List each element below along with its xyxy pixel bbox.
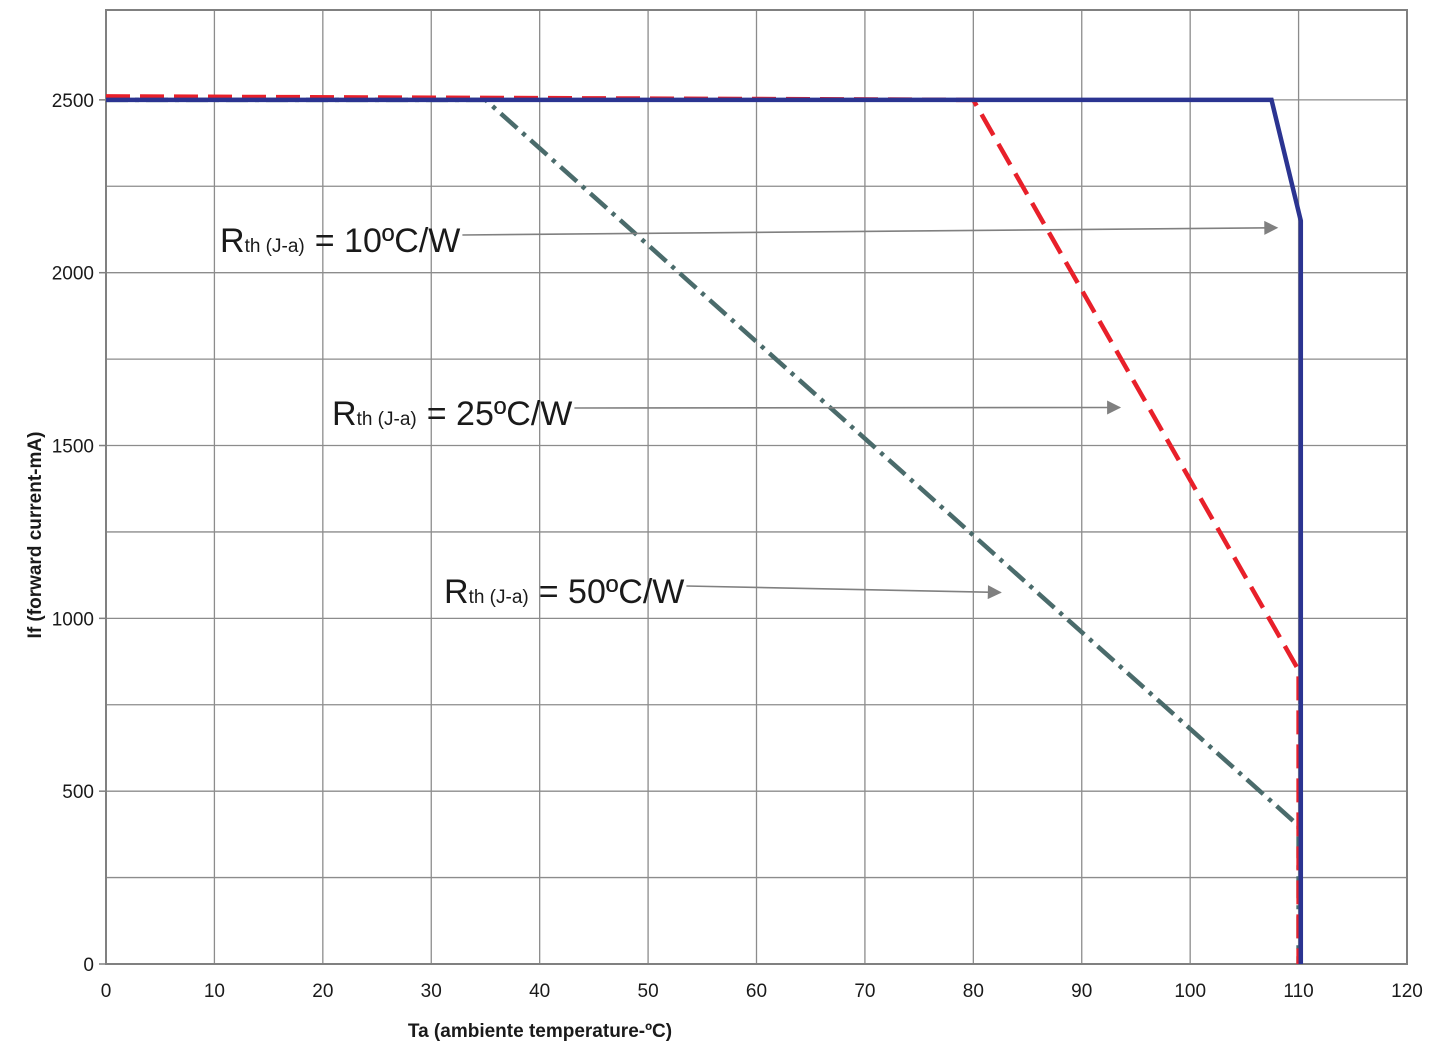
y-tick-label: 0 — [83, 955, 94, 976]
x-tick-label: 90 — [1071, 981, 1092, 1002]
annotation-value: = 50ºC/W — [539, 573, 685, 611]
y-tick-label: 2000 — [52, 264, 94, 285]
series-lines — [105, 94, 1304, 964]
series-annotation-label: Rth (J-a) = 25ºC/W — [332, 395, 572, 433]
x-tick-label: 100 — [1174, 981, 1206, 1002]
x-tick-label: 120 — [1391, 981, 1423, 1002]
x-tick-label: 50 — [638, 981, 659, 1002]
annotation-subscript: th (J-a) — [469, 587, 529, 608]
x-axis-label: Ta (ambiente temperature-ºC) — [408, 1021, 672, 1042]
series-annotation-label: Rth (J-a) = 50ºC/W — [444, 573, 684, 611]
x-tick-label: 20 — [312, 981, 333, 1002]
y-tick-label: 500 — [62, 782, 94, 803]
x-tick-label: 110 — [1283, 981, 1313, 1002]
series-line — [105, 94, 1301, 964]
x-tick-label: 80 — [963, 981, 984, 1002]
y-tick-label: 1500 — [52, 437, 94, 458]
x-tick-label: 0 — [101, 981, 112, 1002]
x-tick-label: 40 — [529, 981, 550, 1002]
y-axis-label: If (forward current-mA) — [25, 432, 46, 639]
annotation-arrow — [574, 400, 1122, 415]
x-tick-label: 30 — [421, 981, 442, 1002]
x-tick-label: 10 — [204, 981, 225, 1002]
grid — [99, 10, 1408, 965]
annotation-symbol: R — [220, 222, 245, 260]
annotation-value: = 25ºC/W — [427, 395, 573, 433]
series-line — [106, 97, 1304, 964]
y-tick-label: 2500 — [52, 91, 94, 112]
x-tick-label: 70 — [854, 981, 875, 1002]
annotation-subscript: th (J-a) — [245, 236, 305, 257]
plot-area-frame — [105, 9, 1408, 965]
annotation-symbol: R — [444, 573, 469, 611]
y-tick-label: 1000 — [52, 609, 94, 630]
annotation-arrow — [462, 220, 1279, 236]
tick-labels: 0 10 20 30 40 50 60 70 80 90 100 110 120 0 500 1000 1500… — [52, 91, 1423, 1002]
x-tick-label: 60 — [746, 981, 767, 1002]
series-annotation-label: Rth (J-a) = 10ºC/W — [220, 222, 460, 260]
annotation-value: = 10ºC/W — [315, 222, 461, 260]
annotation-arrow — [686, 585, 1002, 600]
annotation-subscript: th (J-a) — [357, 409, 417, 430]
annotation-symbol: R — [332, 395, 357, 433]
